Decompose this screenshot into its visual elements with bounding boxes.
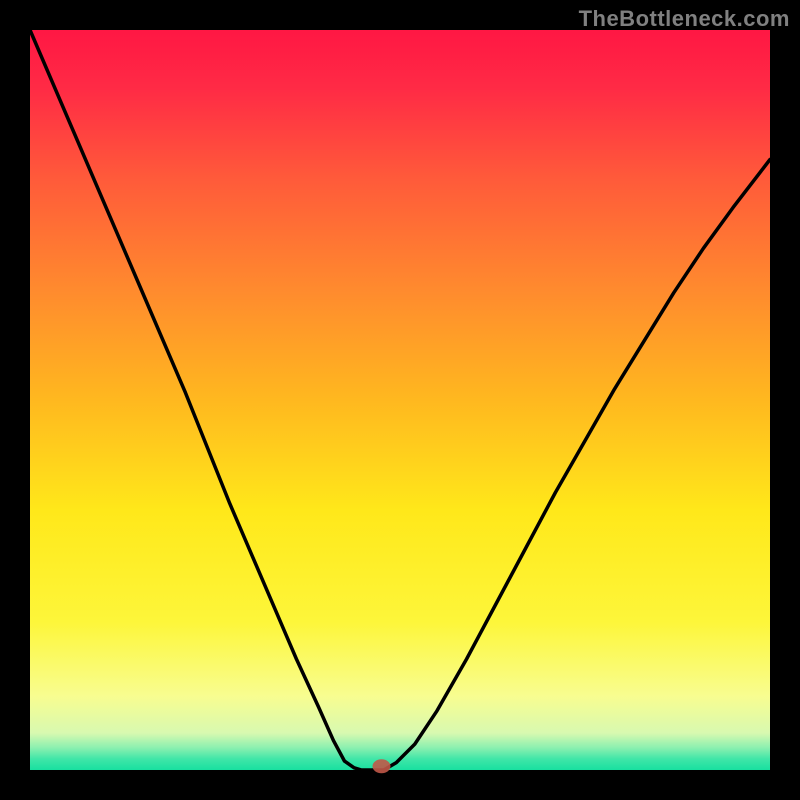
- bottleneck-chart: [0, 0, 800, 800]
- marker-point: [373, 759, 391, 773]
- plot-area: [30, 30, 770, 770]
- watermark-label: TheBottleneck.com: [579, 6, 790, 32]
- chart-container: TheBottleneck.com: [0, 0, 800, 800]
